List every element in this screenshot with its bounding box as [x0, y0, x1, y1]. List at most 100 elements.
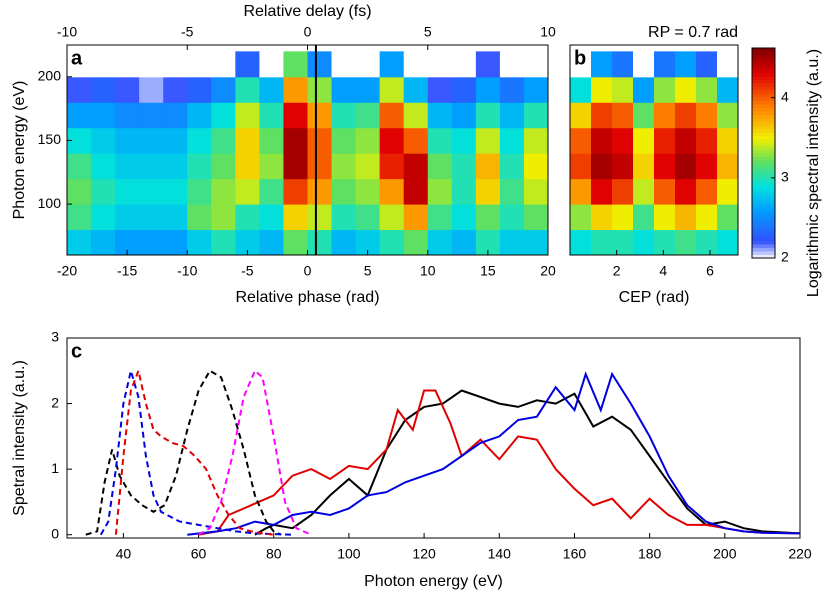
heat-cell — [259, 178, 284, 205]
colorbar-swatch — [752, 83, 775, 87]
heat-cell — [67, 229, 92, 256]
heat-cell — [115, 51, 140, 78]
heat-cell — [235, 76, 260, 103]
heat-cell — [427, 127, 453, 154]
panel-label: c — [71, 340, 82, 362]
x-tick-label: 10 — [420, 263, 436, 279]
top-tick-label: 5 — [424, 24, 432, 40]
heat-cell — [499, 229, 525, 256]
heat-cell — [403, 153, 429, 180]
heat-cell — [163, 51, 188, 78]
colorbar-swatch — [752, 58, 775, 63]
heat-cell — [403, 51, 429, 78]
heat-cell — [283, 178, 308, 205]
y-tick-label: 3 — [51, 329, 59, 345]
colorbar-swatch — [752, 100, 775, 105]
heat-cell — [91, 229, 116, 256]
heat-cell — [307, 178, 333, 205]
heat-cell — [499, 51, 525, 78]
x-tick-label: 2 — [613, 263, 621, 279]
panel-label: b — [574, 47, 586, 69]
colorbar-swatch — [752, 146, 775, 150]
colorbar-swatch — [752, 90, 775, 94]
top-tick-label: 10 — [540, 24, 556, 40]
heat-cell — [717, 153, 739, 180]
colorbar-swatch — [752, 167, 775, 171]
heat-cell — [331, 178, 357, 205]
heat-cell — [591, 153, 613, 180]
heat-cell — [427, 178, 453, 205]
heat-cell — [451, 102, 477, 129]
heat-cell — [211, 229, 236, 256]
x-tick-label: 80 — [266, 546, 282, 562]
y-tick-label: 1 — [51, 460, 59, 476]
frame — [569, 44, 739, 256]
y-tick-label: 150 — [38, 131, 62, 147]
panel-label: a — [71, 47, 83, 69]
heat-cell — [139, 102, 164, 129]
heat-cell — [654, 153, 676, 180]
heat-cell — [67, 51, 92, 78]
heat-cell — [675, 229, 697, 256]
heat-cell — [67, 153, 92, 180]
heat-cell — [211, 178, 236, 205]
colorbar-swatch — [752, 237, 775, 241]
heat-cell — [211, 51, 236, 78]
top-axis-title: Relative delay (fs) — [243, 3, 371, 20]
x-axis-title: Photon energy (eV) — [364, 573, 503, 590]
heat-cell — [654, 178, 676, 205]
heat-cell — [211, 76, 236, 103]
colorbar-swatch — [752, 251, 775, 255]
heat-cell — [307, 127, 333, 154]
heat-cell — [475, 204, 501, 231]
colorbar-swatch — [752, 97, 775, 101]
colorbar-swatch — [752, 51, 775, 56]
heat-cell — [612, 153, 634, 180]
line-series — [85, 369, 282, 536]
heat-cell — [451, 51, 477, 78]
heat-cell — [675, 178, 697, 205]
heat-cell — [696, 102, 718, 129]
heat-cell — [283, 153, 308, 180]
x-tick-label: 15 — [480, 263, 496, 279]
heat-cell — [403, 178, 429, 205]
heat-cell — [163, 76, 188, 103]
heat-cell — [570, 229, 592, 256]
heat-cell — [654, 229, 676, 256]
colorbar-frame — [751, 47, 776, 259]
heat-cell — [283, 76, 308, 103]
heat-cell — [355, 127, 381, 154]
heat-cell — [570, 178, 592, 205]
colorbar-swatch — [752, 212, 775, 217]
heat-cell — [451, 127, 477, 154]
heat-cell — [523, 229, 549, 256]
x-tick-label: 5 — [364, 263, 372, 279]
heat-cell — [307, 153, 333, 180]
heat-cell — [523, 102, 549, 129]
heat-cell — [523, 127, 549, 154]
colorbar-swatch — [752, 195, 775, 199]
colorbar-swatch — [752, 219, 775, 224]
heat-cell — [283, 51, 308, 78]
heat-cell — [307, 204, 333, 231]
y-axis-title: Spetral intensity (a.u.) — [11, 360, 28, 516]
heat-cell — [187, 102, 212, 129]
colorbar-swatch — [752, 156, 775, 161]
colorbar-swatch — [752, 184, 775, 189]
panel-title: RP = 0.7 rad — [648, 24, 738, 41]
heat-cell — [612, 229, 634, 256]
colorbar-swatch — [752, 223, 775, 227]
heat-cell — [654, 127, 676, 154]
x-tick-label: 220 — [788, 546, 812, 562]
heat-cell — [163, 204, 188, 231]
heat-cell — [115, 76, 140, 103]
heat-cell — [91, 178, 116, 205]
top-tick-label: -10 — [57, 24, 77, 40]
heat-cell — [283, 229, 308, 256]
heat-cell — [379, 102, 405, 129]
heat-cell — [570, 51, 592, 78]
colorbar-swatch — [752, 65, 775, 70]
heat-cell — [259, 153, 284, 180]
heat-cell — [475, 127, 501, 154]
heat-cell — [259, 102, 284, 129]
